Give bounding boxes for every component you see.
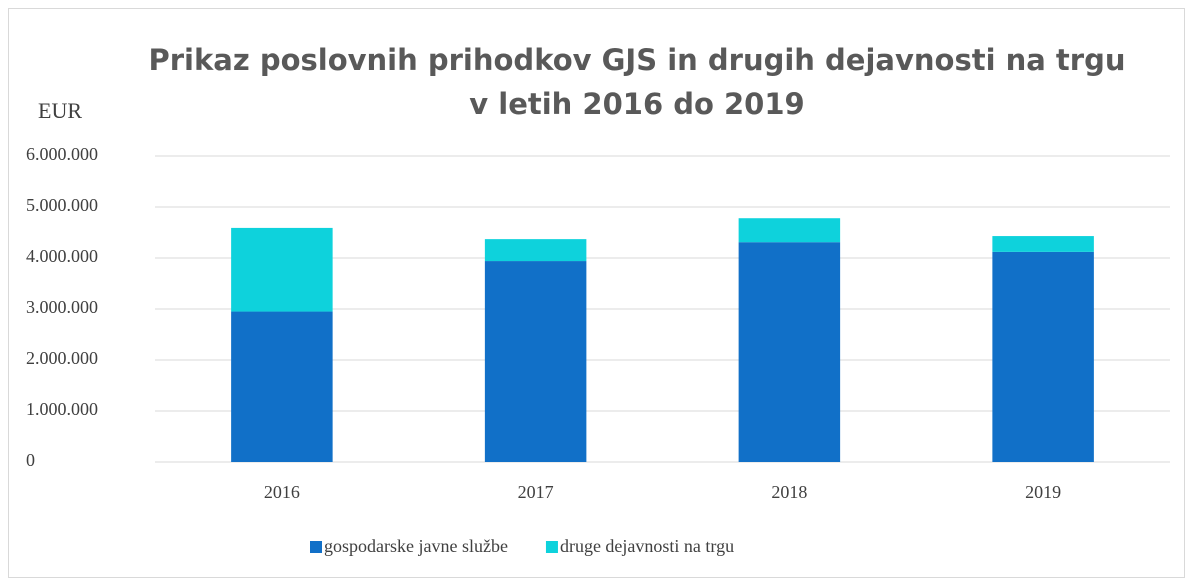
x-tick-label: 2018 <box>771 482 807 502</box>
bar-segment <box>992 251 1094 462</box>
bar-segment <box>992 236 1094 252</box>
bar-segment <box>484 261 587 462</box>
y-tick-label: 2.000.000 <box>26 348 98 368</box>
y-tick-label: 4.000.000 <box>26 246 98 266</box>
y-tick-label: 3.000.000 <box>26 297 98 317</box>
bar-segment <box>738 242 841 462</box>
legend-label: druge dejavnosti na trgu <box>560 536 734 556</box>
legend-swatch <box>310 541 322 553</box>
x-tick-label: 2019 <box>1025 482 1061 502</box>
y-tick-label: 5.000.000 <box>26 195 98 215</box>
x-tick-label: 2017 <box>518 482 554 502</box>
legend-label: gospodarske javne službe <box>324 536 508 556</box>
chart-frame <box>8 8 1185 578</box>
y-tick-label: 1.000.000 <box>26 399 98 419</box>
x-tick-label: 2016 <box>264 482 300 502</box>
bar-segment <box>738 218 841 243</box>
y-tick-label: 6.000.000 <box>26 144 98 164</box>
chart-title: Prikaz poslovnih prihodkov GJS in drugih… <box>149 43 1126 121</box>
bar-segment <box>484 239 587 262</box>
bar-segment <box>231 227 333 312</box>
y-axis-label: EUR <box>38 98 82 123</box>
legend-swatch <box>545 541 558 553</box>
bar-segment <box>231 311 333 462</box>
y-tick-label: 0 <box>26 450 35 470</box>
